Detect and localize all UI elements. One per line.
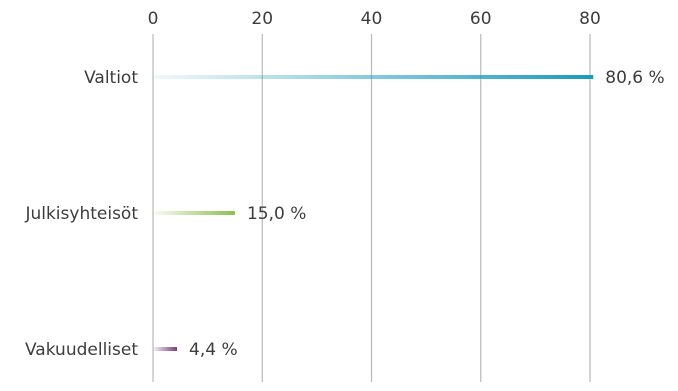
bars	[153, 75, 594, 351]
value-label: 4,4 %	[189, 340, 238, 360]
value-labels: 80,6 % 15,0 % 4,4 %	[189, 68, 665, 360]
category-label: Julkisyhteisöt	[24, 204, 138, 224]
x-tick-label-40: 40	[361, 9, 383, 29]
bar-julkisyhteisöt	[153, 211, 235, 215]
bar-vakuudelliset	[153, 347, 178, 351]
x-tick-label-60: 60	[470, 9, 492, 29]
x-tick-label-80: 80	[579, 9, 601, 29]
category-labels: Valtiot Julkisyhteisöt Vakuudelliset	[24, 68, 138, 360]
x-tick-label-0: 0	[148, 9, 159, 29]
x-axis-ticks: 0 20 40 60 80	[148, 9, 601, 29]
category-label: Vakuudelliset	[25, 340, 138, 360]
gridlines	[152, 34, 591, 382]
bar-valtiot	[153, 75, 594, 79]
value-label: 80,6 %	[605, 68, 664, 88]
value-label: 15,0 %	[247, 204, 306, 224]
category-label: Valtiot	[84, 68, 138, 88]
x-tick-label-20: 20	[251, 9, 273, 29]
